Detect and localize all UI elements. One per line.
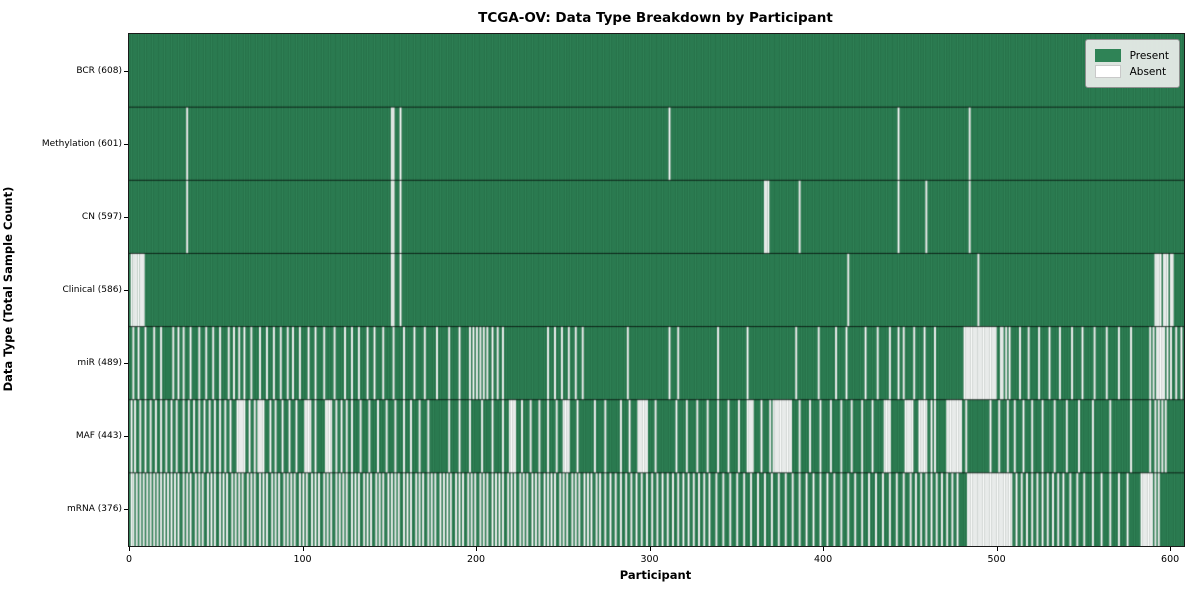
- x-tick-label: 0: [125, 554, 133, 565]
- x-tick-label: 500: [987, 554, 1006, 565]
- legend-label-absent: Absent: [1129, 65, 1167, 78]
- y-tick-label-bcr: BCR (608): [76, 65, 122, 76]
- y-tick-mark: [124, 290, 128, 291]
- y-tick-label-mrna: mRNA (376): [67, 504, 122, 515]
- legend-item-absent: Absent: [1094, 65, 1169, 78]
- absent-swatch-icon: [1094, 65, 1121, 78]
- heatmap-canvas: [129, 34, 1184, 546]
- y-tick-label-maf: MAF (443): [75, 431, 122, 442]
- x-tick-mark: [302, 547, 304, 551]
- y-tick-mark: [124, 216, 128, 218]
- legend: Present Absent: [1084, 39, 1180, 88]
- x-tick-mark: [823, 547, 825, 551]
- y-tick-mark: [124, 363, 128, 365]
- y-tick-label-methylation: Methylation (601): [41, 138, 122, 149]
- x-tick-mark: [129, 547, 130, 551]
- plot-area: Present Absent 0 100 200 300 400 500 600 BCR (…: [42, 33, 1185, 565]
- x-tick-mark: [1170, 547, 1172, 551]
- x-tick-mark: [996, 547, 998, 551]
- y-tick-label-clinical: Clinical (586): [62, 285, 122, 295]
- y-tick-label-cn: CN (597): [81, 211, 122, 222]
- x-tick-label: 400: [814, 554, 833, 565]
- y-tick-mark: [124, 436, 128, 438]
- x-tick-label: 600: [1161, 554, 1180, 565]
- chart-title: TCGA-OV: Data Type Breakdown by Particip…: [478, 10, 833, 26]
- present-swatch-icon: [1094, 49, 1121, 62]
- y-tick-mark: [124, 70, 128, 72]
- y-tick-mark: [124, 509, 128, 511]
- legend-item-present: Present: [1094, 49, 1169, 62]
- y-tick-mark: [124, 143, 128, 145]
- legend-label-present: Present: [1129, 49, 1169, 62]
- x-tick-mark: [649, 547, 651, 551]
- x-axis-label: Participant: [619, 568, 692, 582]
- x-tick-label: 200: [466, 554, 486, 565]
- x-tick-mark: [476, 547, 478, 551]
- y-tick-label-mir: miR (489): [77, 358, 122, 369]
- x-tick-label: 300: [640, 554, 659, 565]
- x-tick-label: 100: [293, 554, 312, 565]
